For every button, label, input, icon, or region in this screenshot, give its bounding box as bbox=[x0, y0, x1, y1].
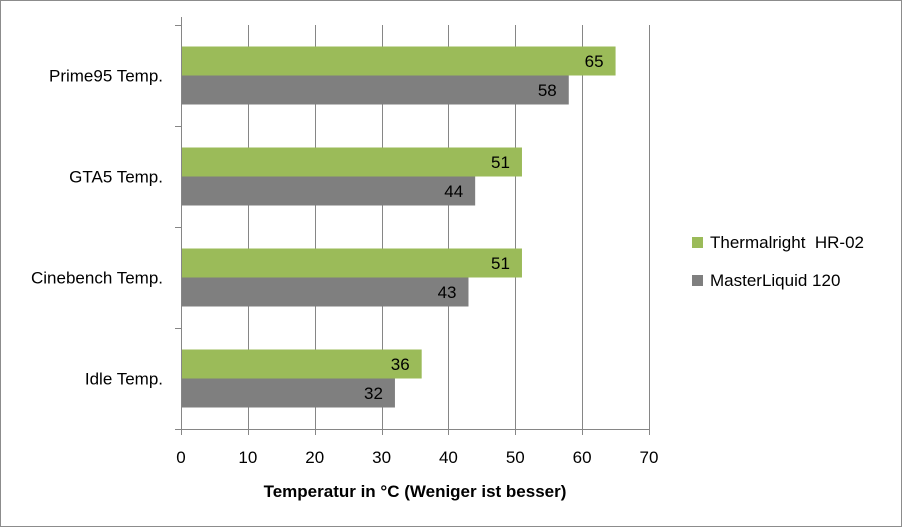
data-label: 65 bbox=[585, 52, 604, 71]
category-label: Cinebench Temp. bbox=[31, 269, 163, 288]
legend: Thermalright HR-02 MasterLiquid 120 bbox=[692, 233, 864, 290]
data-label: 36 bbox=[391, 355, 410, 374]
bar bbox=[182, 277, 469, 307]
x-tick-label: 60 bbox=[573, 448, 592, 467]
category-label: Prime95 Temp. bbox=[49, 67, 163, 86]
data-label: 44 bbox=[444, 182, 463, 201]
category-label: Idle Temp. bbox=[85, 370, 163, 389]
legend-label: MasterLiquid 120 bbox=[710, 271, 840, 290]
category-label: GTA5 Temp. bbox=[69, 168, 163, 187]
x-tick-label: 50 bbox=[506, 448, 525, 467]
x-tick-label: 0 bbox=[176, 448, 185, 467]
labels: 0 10 20 30 40 50 60 70 Prime95 Temp. 65 58 GTA5 Tem… bbox=[31, 52, 658, 467]
data-label: 51 bbox=[491, 254, 510, 273]
legend-swatch bbox=[692, 237, 703, 248]
x-tick-label: 10 bbox=[238, 448, 257, 467]
bars bbox=[182, 46, 616, 408]
x-tick-label: 30 bbox=[372, 448, 391, 467]
axes bbox=[175, 17, 650, 435]
legend-swatch bbox=[692, 275, 703, 286]
legend-label: Thermalright HR-02 bbox=[710, 233, 864, 252]
bar bbox=[182, 349, 422, 379]
x-tick-label: 20 bbox=[305, 448, 324, 467]
bar bbox=[182, 248, 522, 278]
data-label: 58 bbox=[538, 81, 557, 100]
x-tick-label: 40 bbox=[439, 448, 458, 467]
data-label: 43 bbox=[438, 283, 457, 302]
bar bbox=[182, 147, 522, 177]
x-tick-label: 70 bbox=[640, 448, 659, 467]
bar bbox=[182, 75, 569, 105]
bar bbox=[182, 176, 476, 206]
data-label: 51 bbox=[491, 153, 510, 172]
data-label: 32 bbox=[364, 384, 383, 403]
bar bbox=[182, 46, 616, 76]
bar bbox=[182, 378, 395, 408]
x-axis-title: Temperatur in °C (Weniger ist besser) bbox=[264, 482, 567, 501]
